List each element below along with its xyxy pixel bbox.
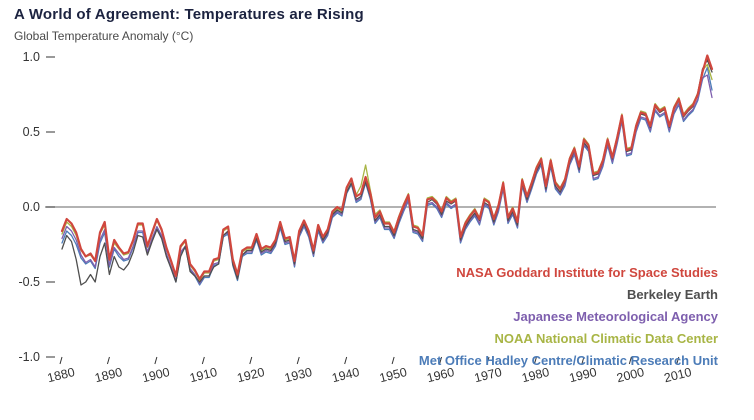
- y-axis-title: Global Temperature Anomaly (°C): [14, 29, 194, 43]
- legend-item-nasa: NASA Goddard Institute for Space Studies: [456, 265, 718, 280]
- svg-text:1.0: 1.0: [23, 50, 40, 64]
- svg-text:1940: 1940: [331, 365, 361, 385]
- svg-text:1970: 1970: [473, 365, 503, 385]
- chart-legend: NASA Goddard Institute for Space Studies…: [419, 262, 718, 372]
- legend-item-berkeley: Berkeley Earth: [626, 287, 718, 302]
- legend-item-jma: Japanese Meteorological Agency: [513, 309, 718, 324]
- svg-text:0.0: 0.0: [23, 200, 40, 214]
- svg-text:1900: 1900: [141, 365, 171, 385]
- legend-item-noaa: NOAA National Climatic Data Center: [494, 331, 718, 346]
- svg-text:1880: 1880: [46, 365, 76, 385]
- svg-text:2010: 2010: [663, 365, 693, 385]
- svg-text:0.5: 0.5: [23, 125, 40, 139]
- svg-text:1910: 1910: [188, 365, 218, 385]
- legend-item-metoffice: Met Office Hadley Centre/Climatic Resear…: [418, 353, 718, 368]
- svg-text:2000: 2000: [615, 365, 645, 385]
- svg-text:-0.5: -0.5: [18, 275, 40, 289]
- svg-text:1980: 1980: [520, 365, 550, 385]
- svg-text:1890: 1890: [93, 365, 123, 385]
- svg-text:1950: 1950: [378, 365, 408, 385]
- svg-text:-1.0: -1.0: [18, 350, 40, 364]
- svg-text:1930: 1930: [283, 365, 313, 385]
- page-title: A World of Agreement: Temperatures are R…: [14, 6, 364, 23]
- svg-text:1960: 1960: [425, 365, 455, 385]
- svg-text:1990: 1990: [568, 365, 598, 385]
- svg-text:1920: 1920: [236, 365, 266, 385]
